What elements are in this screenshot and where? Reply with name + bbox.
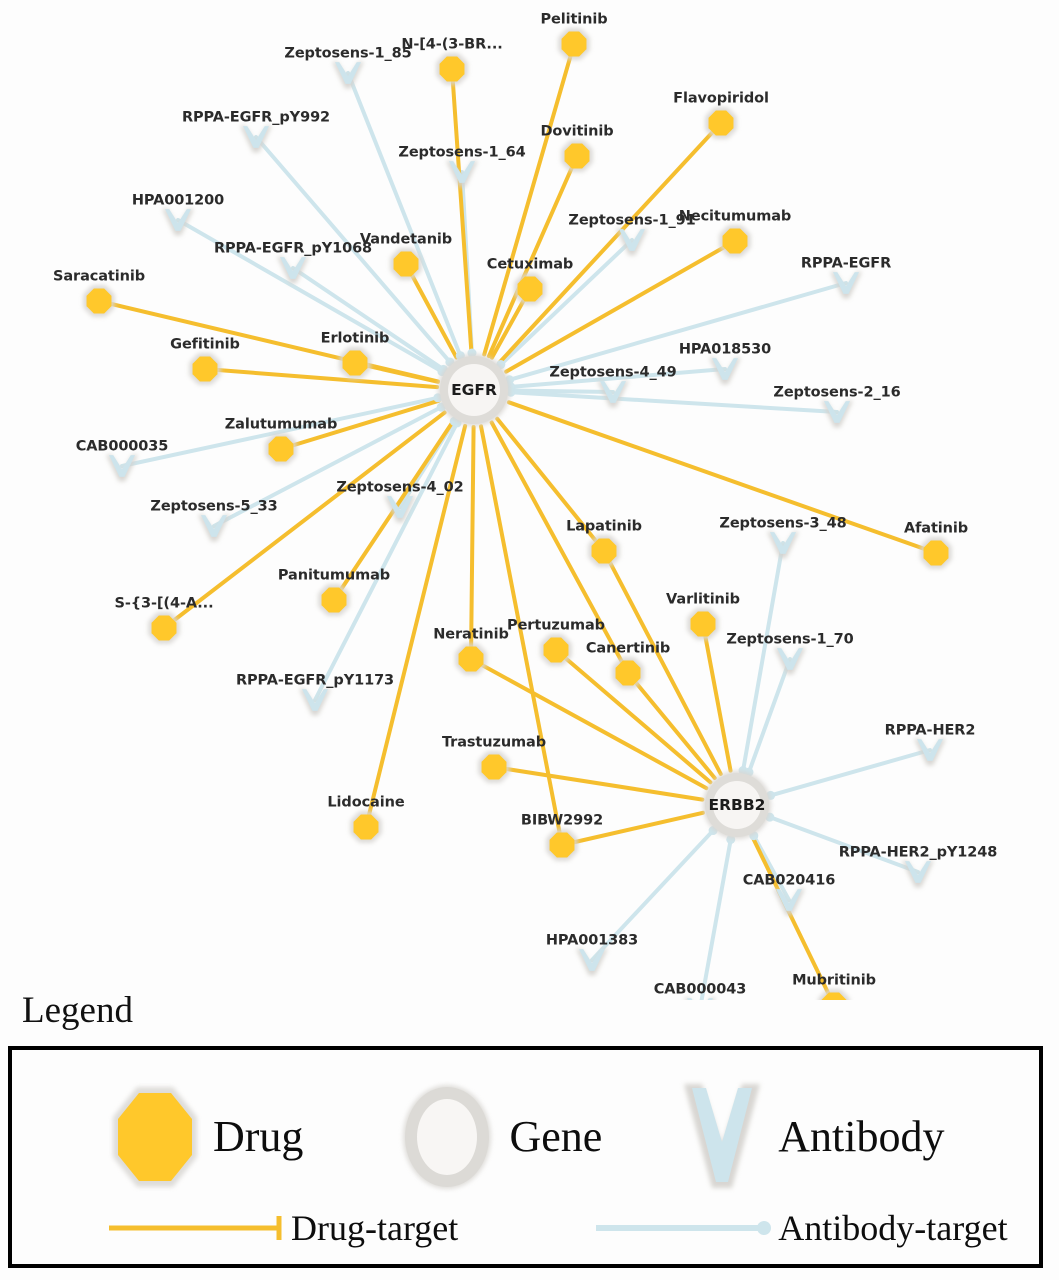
antibody-node[interactable] [616, 228, 648, 256]
drug-node[interactable] [350, 811, 382, 843]
drug-node[interactable] [818, 989, 850, 1000]
legend-edge-row: Drug-target Antibody-target [107, 1210, 1008, 1246]
legend-item-drug-target: Drug-target [107, 1210, 458, 1246]
antibody-node[interactable] [299, 688, 331, 716]
antibody-node[interactable] [446, 160, 478, 188]
antibody-node[interactable] [684, 997, 716, 1000]
antibody-node[interactable] [709, 357, 741, 385]
drug-node[interactable] [588, 535, 620, 567]
antibody-node[interactable] [576, 948, 608, 976]
antibody-node[interactable] [106, 454, 138, 482]
legend-label-drug: Drug [213, 1112, 304, 1161]
drug-node[interactable] [318, 584, 350, 616]
gene-circle-icon [403, 1085, 492, 1189]
legend-label-antibody: Antibody [778, 1112, 945, 1161]
antibody-node[interactable] [914, 738, 946, 766]
antibody-node[interactable] [277, 256, 309, 284]
drug-node[interactable] [558, 28, 590, 60]
drug-node[interactable] [687, 608, 719, 640]
drug-node[interactable] [148, 612, 180, 644]
antibody-node[interactable] [240, 125, 272, 153]
antibody-node[interactable] [774, 647, 806, 675]
drug-node[interactable] [455, 643, 487, 675]
legend-label-drug-target: Drug-target [291, 1208, 459, 1248]
drug-node[interactable] [920, 537, 952, 569]
antibody-node[interactable] [773, 888, 805, 916]
drug-target-edge-icon [109, 1216, 282, 1240]
drug-node[interactable] [561, 140, 593, 172]
legend-item-antibody-target: Antibody-target [594, 1208, 1008, 1248]
antibody-node[interactable] [902, 860, 934, 888]
antibody-node[interactable] [830, 271, 862, 299]
antibody-node[interactable] [384, 495, 416, 523]
legend-label-gene: Gene [509, 1112, 603, 1161]
legend-box: Drug Gene Antibody [8, 1046, 1043, 1268]
antibody-chevron-icon [684, 1084, 761, 1188]
legend-label-antibody-target: Antibody-target [778, 1208, 1008, 1248]
drug-node[interactable] [478, 751, 510, 783]
antibody-node[interactable] [821, 400, 853, 428]
drug-node[interactable] [540, 634, 572, 666]
antibody-node[interactable] [767, 531, 799, 559]
drug-node[interactable] [719, 225, 751, 257]
network-svg [83, 28, 952, 1000]
drug-octagon-icon [113, 1087, 197, 1187]
antibody-node[interactable] [597, 380, 629, 408]
legend-title: Legend [22, 990, 133, 1031]
gene-node-erbb2[interactable] [703, 771, 771, 839]
gene-node-egfr[interactable] [438, 354, 510, 426]
legend-item-drug: Drug [107, 1081, 303, 1193]
drug-node[interactable] [546, 829, 578, 861]
drug-node[interactable] [390, 248, 422, 280]
drug-node[interactable] [705, 107, 737, 139]
legend-item-gene: Gene [395, 1081, 602, 1193]
edges-layer [97, 42, 938, 1000]
drug-node[interactable] [514, 273, 546, 305]
drug-node[interactable] [612, 657, 644, 689]
drug-node[interactable] [83, 285, 115, 317]
nodes-layer [83, 28, 952, 1000]
network-canvas[interactable]: Zeptosens-1_85 RPPA-EGFR_pY992 Zeptosens-1… [0, 0, 1059, 1000]
drug-node[interactable] [436, 53, 468, 85]
legend-item-antibody: Antibody [676, 1078, 945, 1196]
drug-node[interactable] [189, 353, 221, 385]
legend-shape-row: Drug Gene Antibody [107, 1078, 945, 1196]
antibody-node[interactable] [198, 514, 230, 542]
legend: Legend Drug Gene [0, 990, 1059, 1280]
drug-node[interactable] [265, 433, 297, 465]
antibody-node[interactable] [332, 61, 364, 89]
antibody-node[interactable] [162, 208, 194, 236]
antibody-target-edge-icon [596, 1221, 772, 1235]
drug-node[interactable] [339, 347, 371, 379]
